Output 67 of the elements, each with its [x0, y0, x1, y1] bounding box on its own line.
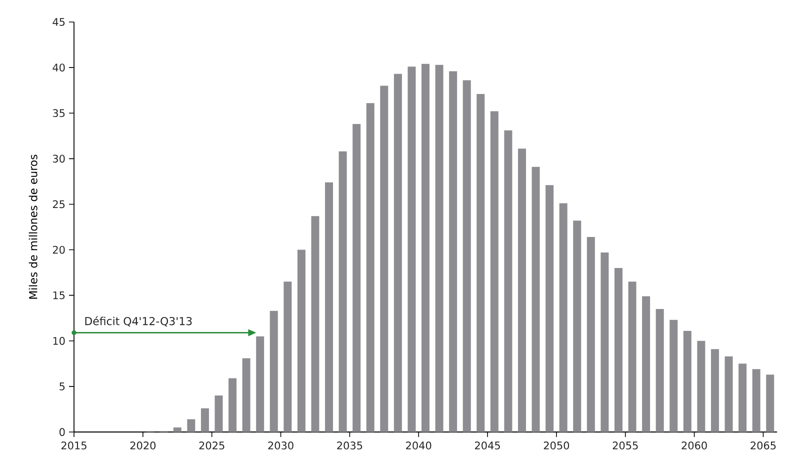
- bar: [573, 220, 582, 432]
- bar: [656, 309, 664, 432]
- bar: [242, 358, 250, 432]
- bar: [476, 94, 485, 432]
- bar: [311, 216, 320, 432]
- x-tick-label: 2065: [750, 442, 776, 450]
- bar: [559, 203, 568, 432]
- bar: [435, 64, 444, 432]
- bar: [670, 320, 678, 432]
- x-tick-label: 2025: [199, 442, 224, 450]
- bar: [325, 182, 334, 432]
- bar: [256, 336, 264, 432]
- bar: [462, 80, 471, 432]
- bar: [449, 71, 458, 432]
- x-tick-label: 2020: [130, 442, 156, 450]
- bar: [586, 237, 595, 432]
- bar: [200, 408, 209, 432]
- bar: [352, 124, 361, 432]
- y-tick-label: 5: [60, 382, 65, 390]
- bar: [228, 378, 237, 432]
- bar: [614, 268, 622, 432]
- bar: [394, 74, 402, 432]
- bar: [422, 64, 430, 432]
- y-tick-label: 45: [52, 18, 65, 26]
- bar: [766, 374, 774, 432]
- y-tick-label: 35: [52, 109, 65, 118]
- bar: [297, 250, 306, 432]
- y-tick-label: 0: [60, 428, 65, 436]
- bar: [600, 252, 609, 432]
- bar: [380, 86, 388, 432]
- y-axis-title: Miles de millones de euros: [28, 154, 38, 299]
- bar: [338, 151, 347, 432]
- bar: [710, 349, 719, 432]
- bar: [752, 369, 760, 432]
- x-tick-label: 2045: [474, 442, 500, 450]
- y-tick-label: 25: [52, 200, 65, 208]
- bar: [724, 356, 733, 432]
- bar: [546, 185, 554, 432]
- y-tick-label: 20: [52, 246, 65, 254]
- x-tick-label: 2040: [406, 442, 432, 450]
- y-tick-label: 15: [53, 291, 65, 300]
- x-tick-label: 2030: [268, 442, 294, 450]
- bar: [504, 130, 512, 432]
- bar: [532, 166, 540, 432]
- bar: [490, 111, 498, 432]
- bar: [187, 419, 196, 432]
- bar: [738, 364, 747, 432]
- bar: [518, 148, 526, 432]
- x-tick-label: 2050: [544, 442, 570, 450]
- bar: [697, 340, 706, 432]
- x-tick-label: 2060: [682, 442, 707, 450]
- y-tick-label: 40: [52, 64, 65, 72]
- annotation: Déficit Q4'12-Q3'13: [85, 316, 192, 326]
- bar: [173, 427, 182, 432]
- x-tick-label: 2015: [61, 442, 86, 450]
- x-tick-label: 2055: [612, 442, 638, 450]
- bar: [270, 310, 278, 432]
- y-tick-label: 30: [52, 154, 65, 163]
- bar: [366, 103, 374, 432]
- bar: [408, 66, 416, 432]
- bar: [628, 282, 636, 432]
- bar: [642, 296, 650, 432]
- bar: [214, 396, 223, 432]
- bar: [284, 282, 292, 432]
- y-tick-label: 10: [53, 336, 65, 345]
- x-tick-label: 2035: [337, 442, 362, 450]
- bar: [683, 330, 692, 432]
